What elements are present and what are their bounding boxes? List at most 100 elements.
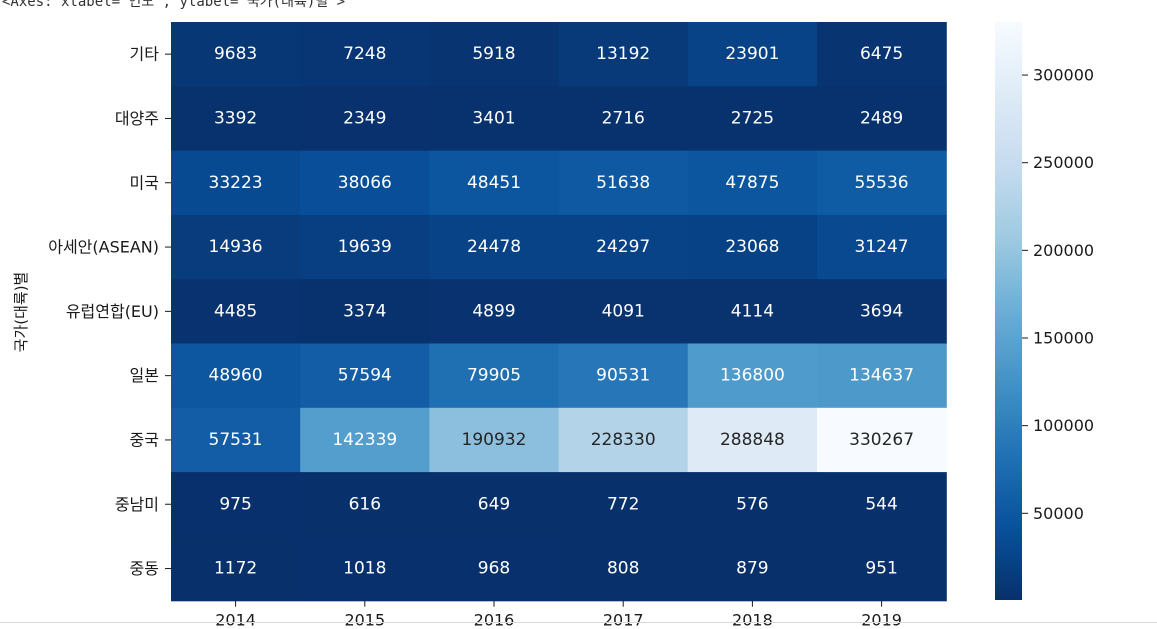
heatmap-cell bbox=[429, 150, 560, 216]
x-tick-label: 2014 bbox=[215, 611, 256, 629]
heatmap-cell bbox=[300, 150, 430, 216]
cell-value-label: 51638 bbox=[596, 173, 650, 193]
cell-value-label: 4899 bbox=[472, 301, 515, 321]
heatmap-cell bbox=[558, 22, 689, 87]
cell-value-label: 4114 bbox=[731, 301, 774, 321]
colorbar-tick-label: 200000 bbox=[1033, 241, 1094, 260]
cell-value-label: 544 bbox=[865, 494, 897, 514]
heatmap-cell bbox=[817, 22, 947, 87]
heatmap-cell bbox=[687, 472, 818, 537]
heatmap-cell bbox=[687, 214, 818, 280]
heatmap-cell bbox=[817, 279, 947, 345]
colorbar-tick-label: 100000 bbox=[1033, 416, 1094, 435]
heatmap-cell bbox=[300, 279, 430, 345]
heatmap-cell bbox=[558, 150, 689, 216]
heatmap-cell bbox=[558, 86, 689, 152]
cell-value-label: 4091 bbox=[602, 301, 645, 321]
cell-value-label: 576 bbox=[736, 494, 768, 514]
heatmap-cell bbox=[429, 279, 560, 345]
heatmap-cell bbox=[300, 536, 430, 602]
heatmap-cell bbox=[687, 407, 818, 473]
cell-value-label: 975 bbox=[219, 494, 251, 514]
heatmap-cell bbox=[687, 22, 818, 87]
axes-caption: <Axes: xlabel='연도', ylabel='국가(대륙)별'> bbox=[2, 0, 346, 10]
cell-value-label: 4485 bbox=[214, 301, 257, 321]
heatmap-cell bbox=[558, 407, 689, 473]
cell-value-label: 38066 bbox=[338, 173, 392, 193]
y-tick-label: 아세안(ASEAN) bbox=[48, 238, 159, 257]
heatmap-cell bbox=[817, 150, 947, 216]
y-tick-label: 대양주 bbox=[115, 109, 159, 128]
cell-value-label: 33223 bbox=[209, 173, 263, 193]
heatmap-cell bbox=[817, 86, 947, 152]
cell-value-label: 48451 bbox=[467, 173, 521, 193]
heatmap-cells: 9683 7248 5918 13192 23901 6475 3392 2349 3401 27… bbox=[171, 22, 947, 602]
cell-value-label: 24478 bbox=[467, 237, 521, 257]
cell-value-label: 6475 bbox=[860, 44, 903, 64]
heatmap-cell bbox=[817, 343, 947, 409]
y-tick-label: 중동 bbox=[130, 559, 159, 578]
x-tick-label: 2018 bbox=[732, 611, 773, 629]
y-tick-label: 중국 bbox=[130, 430, 159, 449]
y-tick-label: 미국 bbox=[130, 173, 159, 192]
cell-value-label: 55536 bbox=[855, 173, 909, 193]
cell-value-label: 13192 bbox=[596, 44, 650, 64]
cell-value-label: 968 bbox=[478, 559, 510, 579]
heatmap-cell bbox=[171, 343, 301, 409]
x-tick-label: 2016 bbox=[474, 611, 515, 629]
x-tick-label: 2017 bbox=[603, 611, 644, 629]
cell-value-label: 47875 bbox=[725, 173, 779, 193]
cell-value-label: 2349 bbox=[343, 108, 386, 128]
cell-value-label: 7248 bbox=[343, 44, 386, 64]
heatmap-cell bbox=[300, 472, 430, 537]
cell-value-label: 57531 bbox=[209, 430, 263, 450]
cell-value-label: 649 bbox=[478, 494, 510, 514]
x-tick-label: 2019 bbox=[861, 611, 902, 629]
heatmap-cell bbox=[817, 407, 947, 473]
y-tick-label: 유럽연합(EU) bbox=[66, 302, 159, 321]
heatmap-cell bbox=[687, 536, 818, 602]
cell-value-label: 9683 bbox=[214, 44, 257, 64]
cell-value-label: 288848 bbox=[720, 430, 785, 450]
heatmap-cell bbox=[171, 150, 301, 216]
cell-value-label: 951 bbox=[865, 559, 897, 579]
cell-value-label: 48960 bbox=[209, 366, 263, 386]
heatmap-cell bbox=[687, 279, 818, 345]
heatmap-cell bbox=[558, 472, 689, 537]
heatmap-cell bbox=[558, 214, 689, 280]
cell-value-label: 2716 bbox=[602, 108, 645, 128]
cell-value-label: 879 bbox=[736, 559, 768, 579]
cell-value-label: 90531 bbox=[596, 366, 650, 386]
heatmap-cell bbox=[171, 279, 301, 345]
cell-value-label: 23068 bbox=[725, 237, 779, 257]
y-tick-label: 기타 bbox=[130, 45, 160, 64]
cell-value-label: 190932 bbox=[462, 430, 527, 450]
heatmap-cell bbox=[171, 536, 301, 602]
x-tick-label: 2015 bbox=[344, 611, 385, 629]
cell-value-label: 14936 bbox=[209, 237, 263, 257]
heatmap-cell bbox=[429, 472, 560, 537]
heatmap-cell bbox=[429, 22, 560, 87]
heatmap-cell bbox=[171, 214, 301, 280]
cell-value-label: 5918 bbox=[472, 44, 515, 64]
heatmap-cell bbox=[300, 407, 430, 473]
heatmap-cell bbox=[171, 472, 301, 537]
cell-value-label: 24297 bbox=[596, 237, 650, 257]
cell-value-label: 79905 bbox=[467, 366, 521, 386]
cell-value-label: 31247 bbox=[855, 237, 909, 257]
cell-value-label: 136800 bbox=[720, 366, 785, 386]
cell-value-label: 330267 bbox=[849, 430, 914, 450]
x-tick-labels: 2014 2015 2016 2017 2018 2019 bbox=[215, 600, 902, 629]
heatmap-cell bbox=[817, 214, 947, 280]
heatmap-cell bbox=[687, 86, 818, 152]
cell-value-label: 3374 bbox=[343, 301, 386, 321]
cell-value-label: 228330 bbox=[591, 430, 656, 450]
colorbar-tick-label: 50000 bbox=[1033, 504, 1084, 523]
heatmap-cell bbox=[171, 407, 301, 473]
cell-value-label: 19639 bbox=[338, 237, 392, 257]
colorbar-tick-label: 150000 bbox=[1033, 329, 1094, 348]
cell-value-label: 616 bbox=[349, 494, 381, 514]
colorbar-tick-label: 300000 bbox=[1033, 66, 1094, 85]
